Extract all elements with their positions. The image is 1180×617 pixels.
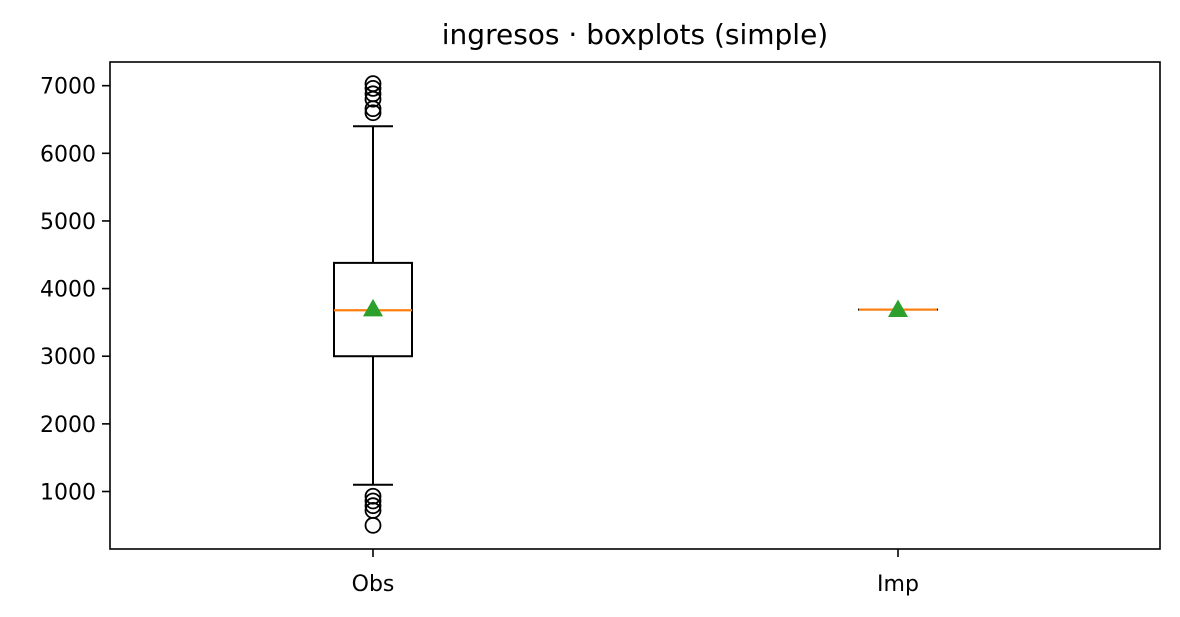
y-tick-label: 6000 — [40, 142, 96, 167]
outlier-point — [364, 85, 382, 103]
plot-frame — [109, 61, 1161, 550]
plot-layer — [333, 75, 938, 534]
mean-marker — [363, 298, 383, 317]
y-tick-label: 4000 — [40, 278, 96, 303]
outlier-point — [364, 79, 382, 97]
y-tick-label: 7000 — [40, 75, 96, 100]
outlier-point — [364, 516, 382, 534]
y-tick-label: 5000 — [40, 210, 96, 235]
x-tick-label: Imp — [877, 572, 919, 597]
outlier-point — [364, 492, 382, 510]
y-tick-label: 3000 — [40, 345, 96, 370]
outlier-point — [364, 75, 382, 93]
box-group-obs — [333, 75, 413, 534]
axis-layer: 1000 2000 3000 4000 5000 6000 7000 Obs Imp — [40, 61, 1161, 597]
mean-marker — [888, 299, 908, 318]
y-tick-label: 2000 — [40, 413, 96, 438]
box-group-imp — [858, 299, 938, 318]
y-tick-label: 1000 — [40, 481, 96, 506]
chart-title: ingresos · boxplots (simple) — [442, 18, 828, 51]
outlier-point — [364, 487, 382, 505]
x-tick-label: Obs — [352, 572, 395, 597]
outlier-point — [364, 104, 382, 122]
outlier-point — [364, 497, 382, 515]
